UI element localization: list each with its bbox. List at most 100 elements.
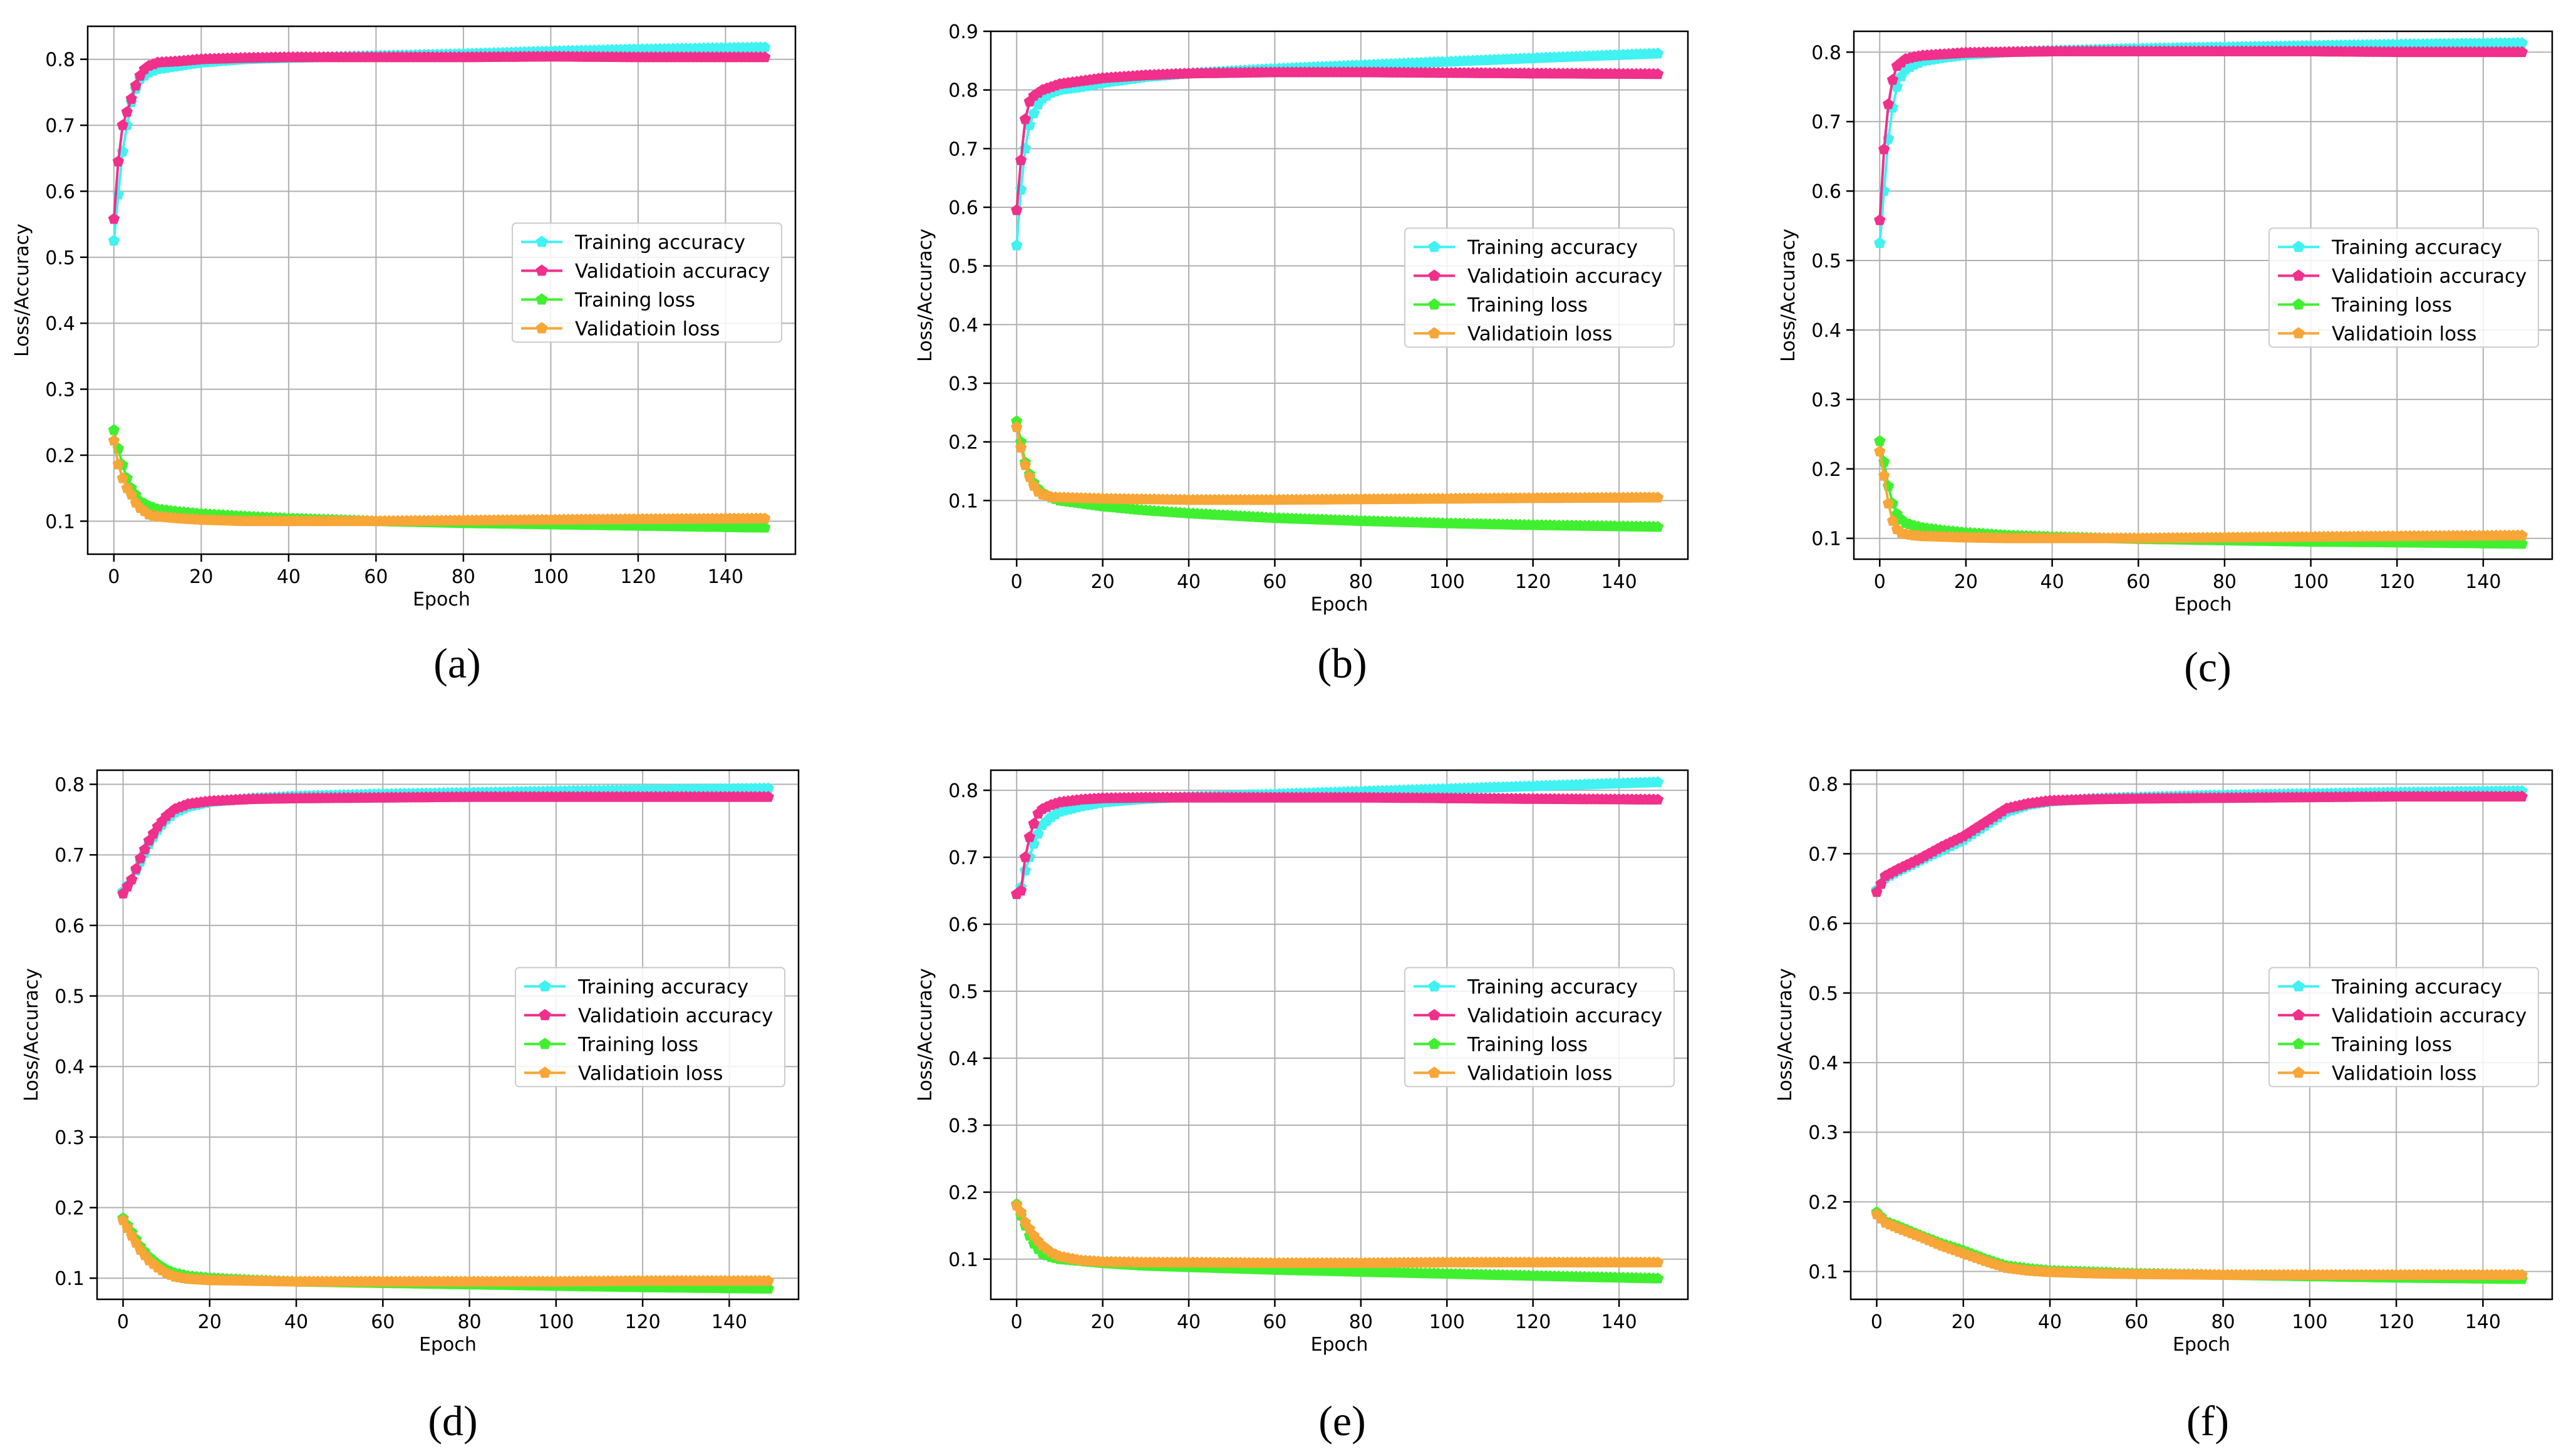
series-1 bbox=[117, 791, 774, 899]
x-tick-label: 60 bbox=[2126, 571, 2150, 593]
series-line bbox=[1015, 796, 1658, 895]
panel-caption: (e) bbox=[1318, 1397, 1365, 1445]
legend: Training accuracy Validatioin accuracy Tra… bbox=[2268, 227, 2539, 348]
series-line bbox=[1878, 451, 2522, 540]
x-axis-label: Epoch bbox=[1311, 1334, 1368, 1356]
y-tick-label: 0.8 bbox=[45, 49, 75, 71]
legend-label: Validatioin accuracy bbox=[2332, 1004, 2527, 1027]
x-tick-label: 100 bbox=[2293, 571, 2329, 593]
y-tick-label: 0.3 bbox=[1808, 1122, 1838, 1144]
data-point bbox=[116, 119, 128, 130]
x-tick-label: 120 bbox=[624, 1311, 660, 1333]
panel-caption: (b) bbox=[1317, 639, 1367, 687]
y-tick-label: 0.7 bbox=[948, 138, 978, 160]
x-tick-label: 0 bbox=[1874, 571, 1886, 593]
data-point bbox=[108, 424, 120, 435]
y-tick-label: 0.5 bbox=[948, 256, 978, 278]
data-point bbox=[759, 51, 771, 63]
x-tick-label: 100 bbox=[1429, 1311, 1465, 1333]
data-point bbox=[1882, 98, 1895, 110]
legend: Training accuracy Validatioin accuracy Tra… bbox=[512, 222, 782, 343]
x-tick-label: 140 bbox=[2465, 1311, 2501, 1333]
y-tick-label: 0.1 bbox=[1808, 1262, 1838, 1284]
y-tick-label: 0.8 bbox=[1808, 774, 1838, 796]
data-point bbox=[130, 80, 142, 91]
y-tick-label: 0.6 bbox=[1811, 181, 1841, 203]
x-tick-label: 80 bbox=[457, 1311, 481, 1333]
y-tick-label: 0.7 bbox=[45, 115, 75, 137]
y-axis-label: Loss/Accuracy bbox=[1774, 968, 1796, 1101]
data-point bbox=[1011, 204, 1023, 215]
legend-entry: Validatioin loss bbox=[521, 317, 720, 340]
chart-panel-d: 0 20 40 60 80 100 120 140 0.1 0.2 0.3 0.4 0.5 0.6 0.7 0… bbox=[21, 769, 800, 1445]
data-point bbox=[112, 155, 124, 167]
x-tick-label: 0 bbox=[117, 1311, 129, 1333]
legend-label: Validatioin loss bbox=[575, 317, 720, 340]
data-point bbox=[1019, 459, 1032, 470]
series-3 bbox=[108, 435, 771, 527]
x-tick-label: 80 bbox=[2213, 571, 2237, 593]
x-tick-label: 140 bbox=[711, 1311, 747, 1333]
series-line bbox=[1015, 71, 1658, 210]
series-0 bbox=[1874, 37, 2528, 249]
legend-entry: Validatioin accuracy bbox=[521, 260, 770, 282]
y-tick-label: 0.6 bbox=[1808, 914, 1838, 936]
x-tick-label: 60 bbox=[371, 1311, 395, 1333]
x-tick-label: 80 bbox=[2211, 1311, 2235, 1333]
x-tick-label: 100 bbox=[1429, 571, 1465, 593]
x-tick-label: 60 bbox=[2124, 1311, 2148, 1333]
series-line bbox=[1875, 790, 2522, 891]
y-tick-label: 0.1 bbox=[948, 490, 978, 512]
series-line bbox=[1878, 41, 2522, 244]
y-tick-label: 0.4 bbox=[948, 1048, 978, 1070]
data-point bbox=[1019, 113, 1032, 125]
x-tick-label: 40 bbox=[277, 566, 301, 588]
data-point bbox=[116, 472, 128, 483]
legend-label: Training loss bbox=[1467, 294, 1588, 316]
y-tick-label: 0.4 bbox=[45, 313, 75, 335]
y-tick-label: 0.1 bbox=[45, 511, 75, 533]
chart-panel-e: 0 20 40 60 80 100 120 140 0.1 0.2 0.3 0.4 0.5 0.6 0.7 0… bbox=[914, 769, 1689, 1445]
data-point bbox=[1028, 817, 1040, 829]
series-line bbox=[122, 795, 768, 895]
series-0 bbox=[108, 41, 771, 246]
series-1 bbox=[1011, 791, 1664, 899]
legend-label: Training accuracy bbox=[577, 976, 748, 998]
x-axis-label: Epoch bbox=[2173, 1334, 2230, 1356]
x-tick-label: 100 bbox=[533, 566, 569, 588]
legend-marker bbox=[535, 293, 548, 305]
x-tick-label: 60 bbox=[1263, 571, 1286, 593]
data-point bbox=[108, 213, 120, 224]
y-tick-label: 0.2 bbox=[1811, 459, 1841, 481]
y-axis-label: Loss/Accuracy bbox=[21, 968, 43, 1101]
legend-label: Validatioin accuracy bbox=[1467, 265, 1662, 287]
series-line bbox=[112, 46, 765, 241]
series-line bbox=[1015, 426, 1658, 502]
series-line bbox=[112, 440, 765, 523]
series-1 bbox=[1874, 45, 2528, 225]
legend-label: Validatioin accuracy bbox=[575, 260, 770, 282]
data-point bbox=[1028, 107, 1040, 118]
y-tick-label: 0.5 bbox=[1811, 250, 1841, 272]
y-tick-label: 0.1 bbox=[948, 1249, 978, 1271]
y-tick-label: 0.2 bbox=[54, 1198, 85, 1220]
y-tick-label: 0.5 bbox=[45, 247, 75, 269]
legend-label: Training loss bbox=[574, 289, 695, 311]
y-tick-label: 0.3 bbox=[54, 1127, 85, 1149]
y-axis-label: Loss/Accuracy bbox=[11, 224, 33, 357]
x-tick-label: 40 bbox=[1177, 571, 1201, 593]
legend: Training accuracy Validatioin accuracy Tra… bbox=[515, 967, 785, 1088]
y-tick-label: 0.7 bbox=[54, 845, 85, 867]
series-line bbox=[1875, 795, 2522, 893]
legend-label: Training accuracy bbox=[2331, 976, 2502, 998]
y-tick-label: 0.1 bbox=[1811, 528, 1841, 550]
panel-caption: (d) bbox=[428, 1397, 477, 1445]
data-point bbox=[1015, 441, 1027, 453]
legend-label: Training loss bbox=[2331, 1033, 2452, 1056]
data-point bbox=[108, 435, 120, 446]
y-tick-label: 0.2 bbox=[948, 1182, 978, 1204]
y-tick-label: 0.7 bbox=[1811, 111, 1841, 133]
x-axis-label: Epoch bbox=[2175, 594, 2232, 616]
series-line bbox=[1015, 1205, 1658, 1265]
y-tick-label: 0.5 bbox=[948, 981, 978, 1003]
